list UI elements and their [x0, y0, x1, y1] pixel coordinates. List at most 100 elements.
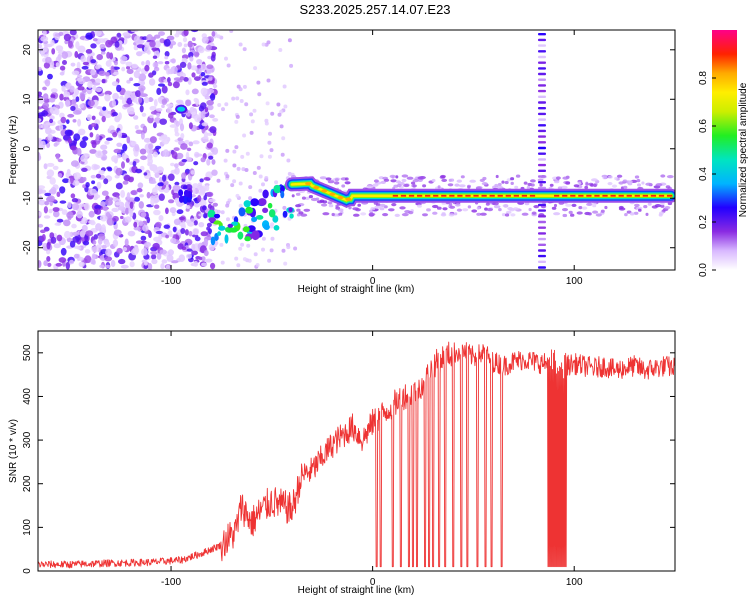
spectrogram-noise-speck [69, 30, 77, 36]
spectrogram-haze-speck [344, 181, 351, 185]
spectrogram-noise-speck [236, 166, 241, 171]
spectrogram-blob [288, 207, 293, 213]
spectrogram-blob [273, 184, 282, 194]
spectrogram-haze-speck [298, 211, 304, 215]
spectrogram-noise-speck [221, 107, 225, 112]
spectrogram-noise-speck [108, 125, 115, 132]
spectrogram-column-segment [538, 107, 546, 110]
spectrogram-haze-speck [655, 183, 663, 187]
spectrogram-noise-speck [42, 30, 47, 37]
spectrogram-noise-speck [133, 83, 141, 87]
spectrogram-noise-speck [38, 97, 45, 104]
spectrogram-noise-speck [178, 254, 186, 262]
spectrogram-noise-speck [43, 62, 51, 69]
spectrogram-noise-speck [193, 228, 199, 236]
spectrogram-noise-speck [142, 125, 148, 134]
spectrogram-noise-speck [148, 143, 154, 150]
spectrogram-noise-speck [162, 174, 167, 182]
spectrogram-noise-speck [236, 84, 241, 89]
carrier-trace-spot [305, 182, 312, 186]
spectrogram-haze-speck [480, 212, 487, 216]
spectrogram-noise-speck [45, 56, 52, 64]
spectrogram-noise-speck [198, 256, 203, 261]
spectrogram-noise-speck [183, 43, 188, 48]
spectrogram-noise-speck [67, 113, 75, 118]
spectrogram-haze-speck [660, 174, 666, 178]
spectrogram-noise-speck [181, 172, 187, 180]
spectrogram-isolated-blob-core [177, 106, 186, 112]
colorbar-tick-label: 0.2 [698, 215, 709, 229]
spectrogram-noise-speck [280, 152, 285, 157]
spectrogram-haze-speck [531, 211, 537, 215]
spectrogram-x-tick-label: 100 [566, 276, 583, 287]
spectrogram-noise-speck [71, 223, 77, 229]
spectrogram-noise-speck [238, 181, 243, 186]
spectrogram-noise-speck [287, 38, 292, 43]
spectrogram-noise-speck [248, 196, 253, 201]
spectrogram-noise-speck [242, 84, 247, 89]
spectrogram-haze-speck [328, 204, 334, 208]
spectrogram-y-tick-label: 0 [22, 146, 33, 152]
spectrogram-y-tick-label: -20 [22, 240, 33, 255]
spectrogram-noise-speck [232, 179, 237, 184]
spectrogram-column-segment [538, 260, 546, 263]
spectrogram-noise-speck [191, 250, 199, 256]
spectrogram-noise-speck [121, 66, 126, 72]
spectrogram-column-segment [538, 89, 546, 93]
spectrogram-noise-speck [55, 45, 64, 52]
spectrogram-noise-speck [248, 185, 253, 190]
spectrogram-noise-speck [121, 152, 127, 160]
spectrogram-noise-speck [174, 181, 180, 186]
spectrogram-noise-speck [212, 84, 218, 89]
spectrogram-haze-speck [372, 183, 379, 187]
spectrogram-noise-speck [210, 54, 216, 62]
spectrogram-noise-speck [259, 154, 264, 159]
spectrogram-noise-speck [144, 64, 150, 72]
spectrogram-noise-speck [98, 38, 106, 43]
spectrogram-haze-speck [426, 208, 431, 212]
spectrogram-noise-speck [88, 220, 93, 224]
spectrogram-haze-speck [304, 196, 310, 200]
spectrogram-haze-speck [475, 186, 483, 190]
spectrogram-noise-speck [206, 99, 214, 106]
spectrogram-noise-speck [130, 30, 139, 33]
spectrogram-noise-speck [146, 149, 153, 155]
spectrogram-haze-speck [530, 183, 535, 187]
spectrogram-noise-speck [282, 84, 287, 89]
spectrogram-noise-speck [177, 42, 183, 47]
spectrogram-noise-speck [116, 247, 123, 254]
spectrogram-noise-speck [175, 152, 184, 160]
spectrogram-noise-speck [200, 102, 207, 110]
spectrogram-haze-speck [432, 204, 439, 209]
spectrogram-noise-speck [154, 40, 161, 48]
spectrogram-noise-speck [200, 87, 208, 96]
spectrogram-noise-speck [121, 161, 125, 169]
spectrogram-noise-speck [183, 30, 189, 36]
spectrogram-column-segment [538, 237, 546, 241]
spectrogram-noise-speck [55, 62, 60, 68]
spectrogram-haze-speck [462, 208, 469, 212]
spectrogram-noise-speck [59, 200, 67, 204]
spectrogram-noise-speck [91, 246, 99, 253]
spectrogram-haze-speck [319, 199, 325, 203]
spectrogram-noise-speck [104, 94, 111, 102]
spectrogram-blob [262, 207, 269, 213]
spectrogram-noise-speck [73, 110, 81, 115]
spectrogram-noise-speck [211, 169, 218, 176]
spectrogram-noise-speck [238, 246, 243, 251]
spectrogram-noise-speck [79, 103, 84, 109]
spectrogram-haze-speck [373, 179, 379, 183]
spectrogram-noise-speck [140, 87, 144, 96]
spectrogram-noise-speck [158, 31, 165, 36]
spectrogram-noise-speck [115, 201, 121, 206]
spectrogram-noise-speck [152, 61, 159, 68]
spectrogram-noise-speck [152, 242, 160, 250]
spectrogram-noise-speck [89, 149, 97, 154]
spectrogram-haze-speck [553, 180, 560, 184]
spectrogram-noise-speck [108, 197, 113, 201]
spectrogram-noise-speck [92, 85, 97, 91]
spectrogram-noise-speck [72, 236, 80, 243]
spectrogram-noise-speck [241, 167, 246, 172]
spectrogram-column-segment [538, 146, 546, 150]
spectrogram-noise-speck [122, 143, 128, 152]
